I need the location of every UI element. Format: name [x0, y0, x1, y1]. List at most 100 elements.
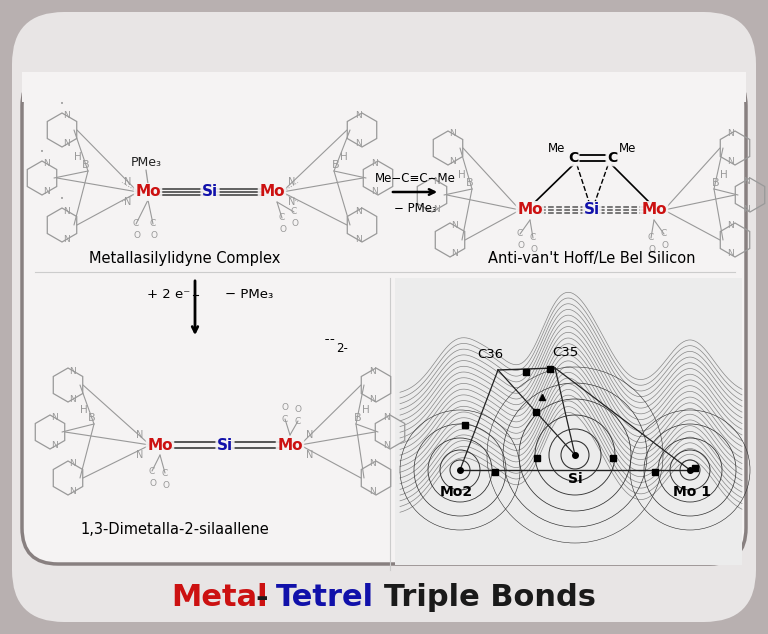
Bar: [22, 72, 746, 102]
Text: C: C: [648, 233, 654, 242]
Text: N: N: [68, 460, 75, 469]
Text: Mo: Mo: [147, 437, 173, 453]
Text: Mo: Mo: [277, 437, 303, 453]
FancyBboxPatch shape: [22, 70, 746, 564]
Text: B: B: [354, 413, 362, 423]
Text: O: O: [518, 242, 525, 250]
Text: N: N: [63, 207, 69, 216]
Text: B: B: [88, 413, 96, 423]
Text: 1,3-Dimetalla-2-silaallene: 1,3-Dimetalla-2-silaallene: [81, 522, 270, 538]
Text: -: -: [256, 583, 268, 612]
Text: N: N: [355, 207, 362, 216]
Text: N: N: [369, 394, 376, 403]
Text: C: C: [530, 233, 536, 242]
Text: O: O: [294, 404, 302, 413]
Text: Metal: Metal: [172, 583, 268, 612]
Text: H: H: [720, 170, 728, 180]
Text: N: N: [743, 205, 750, 214]
Text: C36: C36: [477, 347, 503, 361]
Text: O: O: [151, 231, 157, 240]
Text: N: N: [306, 430, 313, 440]
Text: Si: Si: [217, 437, 233, 453]
Text: Me: Me: [619, 141, 637, 155]
Text: N: N: [432, 205, 439, 214]
Text: N: N: [136, 430, 144, 440]
Text: C: C: [150, 219, 156, 228]
Text: Mo: Mo: [135, 184, 161, 200]
Text: ¯¯: ¯¯: [324, 339, 336, 351]
Text: O: O: [280, 226, 286, 235]
Text: C: C: [517, 230, 523, 238]
Text: N: N: [743, 176, 750, 186]
Text: C: C: [282, 415, 288, 424]
Text: C: C: [149, 467, 155, 476]
Text: C35: C35: [552, 346, 578, 358]
Text: H: H: [362, 405, 370, 415]
Text: N: N: [124, 177, 131, 187]
Text: N: N: [136, 450, 144, 460]
Text: − PMe₃: − PMe₃: [394, 202, 436, 214]
Text: H: H: [74, 152, 82, 162]
Text: Triple Bonds: Triple Bonds: [384, 583, 596, 612]
Text: Si: Si: [584, 202, 600, 217]
Text: O: O: [282, 403, 289, 411]
Text: N: N: [727, 129, 734, 138]
Text: C: C: [607, 151, 617, 165]
Text: Mo: Mo: [641, 202, 667, 217]
Text: H: H: [80, 405, 88, 415]
Text: + 2 e⁻: + 2 e⁻: [147, 288, 190, 302]
Text: Mo 1: Mo 1: [673, 485, 711, 499]
Text: O: O: [292, 219, 299, 228]
FancyBboxPatch shape: [12, 12, 756, 622]
Text: C: C: [568, 151, 578, 165]
Text: O: O: [648, 245, 656, 254]
Text: •: •: [40, 149, 44, 155]
Text: N: N: [449, 157, 455, 167]
Text: O: O: [163, 481, 170, 489]
Text: N: N: [355, 235, 362, 243]
Text: N: N: [68, 366, 75, 375]
Text: O: O: [531, 245, 538, 254]
Text: N: N: [369, 366, 376, 375]
Text: H: H: [458, 170, 466, 180]
Text: N: N: [288, 197, 296, 207]
Text: H: H: [340, 152, 348, 162]
Text: •: •: [60, 196, 64, 202]
Text: N: N: [43, 160, 49, 169]
Text: N: N: [63, 112, 69, 120]
Text: C: C: [279, 214, 285, 223]
Text: N: N: [382, 413, 389, 422]
Text: N: N: [124, 197, 131, 207]
Text: N: N: [288, 177, 296, 187]
Text: O: O: [661, 242, 668, 250]
Text: N: N: [369, 488, 376, 496]
Text: − PMe₃: − PMe₃: [225, 288, 273, 302]
Text: Mo: Mo: [518, 202, 543, 217]
Text: B: B: [82, 160, 90, 170]
Text: N: N: [449, 129, 455, 138]
Text: 2-: 2-: [336, 342, 348, 354]
Text: N: N: [382, 441, 389, 451]
FancyBboxPatch shape: [22, 22, 746, 102]
Text: C: C: [162, 469, 168, 477]
Bar: [395, 278, 742, 565]
Text: Si: Si: [568, 472, 582, 486]
Text: C: C: [661, 230, 667, 238]
Text: C: C: [291, 207, 297, 216]
Text: N: N: [68, 394, 75, 403]
Text: Mo2: Mo2: [439, 485, 472, 499]
Text: Tetrel: Tetrel: [276, 583, 374, 612]
Text: N: N: [63, 139, 69, 148]
Text: N: N: [68, 488, 75, 496]
Text: N: N: [371, 160, 377, 169]
Text: Me: Me: [548, 141, 566, 155]
Text: •: •: [60, 101, 64, 107]
Text: N: N: [355, 139, 362, 148]
Text: B: B: [712, 178, 720, 188]
Text: N: N: [51, 413, 58, 422]
Text: Me−C≡C−Me: Me−C≡C−Me: [375, 172, 455, 184]
Text: Si: Si: [202, 184, 218, 200]
Text: N: N: [355, 112, 362, 120]
Text: N: N: [451, 221, 458, 231]
Text: PMe₃: PMe₃: [131, 155, 161, 169]
